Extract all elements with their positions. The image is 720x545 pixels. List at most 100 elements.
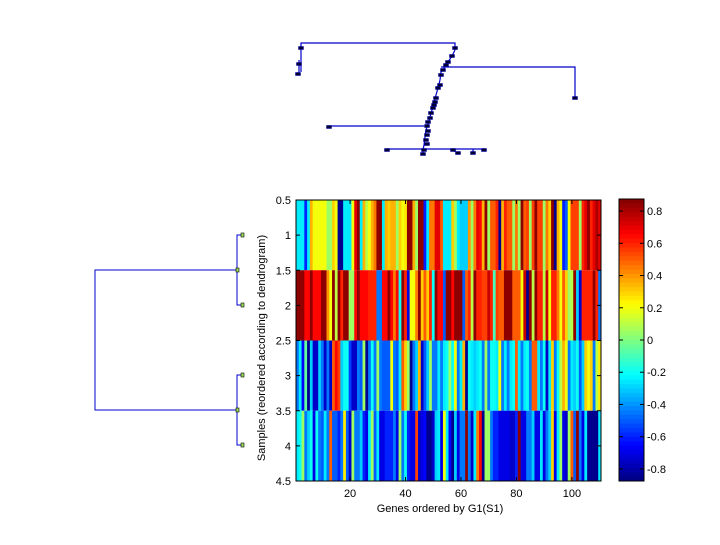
- heatmap-cell: [479, 340, 483, 411]
- heatmap-cell: [545, 410, 549, 481]
- heatmap-cell: [387, 200, 391, 271]
- y-tick-label: 2.5: [276, 336, 291, 348]
- heatmap-cell: [376, 200, 380, 271]
- heatmap-cell: [429, 200, 433, 271]
- heatmap-cell: [393, 340, 397, 411]
- heatmap-cell: [409, 340, 413, 411]
- heatmap-cell: [520, 200, 524, 271]
- gene-node-marker: [470, 151, 476, 155]
- heatmap-cell: [434, 270, 438, 341]
- heatmap-cell: [365, 410, 369, 481]
- heatmap-cell: [456, 410, 460, 481]
- heatmap-cell: [431, 200, 436, 271]
- y-tick-label: 1.5: [276, 265, 291, 277]
- heatmap-cell: [540, 200, 544, 271]
- heatmap-cell: [454, 410, 458, 481]
- heatmap-cell: [326, 340, 330, 411]
- colorbar-segment: [619, 357, 644, 363]
- colorbar-segment: [619, 410, 644, 416]
- heatmap-cell: [401, 340, 405, 411]
- heatmap-cell: [462, 410, 466, 481]
- heatmap-cell: [479, 270, 483, 341]
- heatmap-cell: [512, 410, 516, 481]
- heatmap-cell: [348, 200, 352, 271]
- heatmap-cell: [398, 200, 402, 271]
- heatmap-cell: [329, 340, 333, 411]
- heatmap-cell: [393, 270, 397, 341]
- heatmap-cell: [334, 340, 338, 411]
- heatmap-cell: [454, 200, 458, 271]
- colorbar-segment: [619, 265, 644, 270]
- colorbar-segment: [619, 348, 644, 354]
- colorbar-segment: [619, 432, 644, 438]
- heatmap-cell: [473, 270, 477, 341]
- heatmap-cell: [334, 270, 338, 341]
- heatmap-cell: [523, 270, 527, 341]
- heatmap-cell: [307, 200, 311, 271]
- heatmap-cell: [373, 270, 377, 341]
- heatmap-cell: [479, 410, 483, 481]
- heatmap-cell: [412, 340, 416, 411]
- gene-node-marker: [455, 151, 461, 155]
- heatmap-cell: [376, 410, 380, 481]
- heatmap-cell: [387, 410, 391, 481]
- colorbar-segment: [619, 291, 644, 297]
- heatmap-cell: [418, 200, 422, 271]
- heatmap-cell: [323, 410, 327, 481]
- y-tick-label: 4: [285, 441, 291, 453]
- heatmap-cell: [326, 270, 330, 341]
- heatmap-cell: [503, 270, 508, 341]
- heatmap-cell: [409, 270, 413, 341]
- heatmap-cell: [537, 410, 541, 481]
- heatmap-cell: [312, 270, 316, 341]
- heatmap-cell: [509, 200, 513, 271]
- heatmap-cell: [412, 270, 416, 341]
- heatmap-cell: [312, 340, 316, 411]
- heatmap-cell: [592, 340, 596, 411]
- heatmap-cell: [576, 410, 580, 481]
- heatmap-cell: [440, 410, 444, 481]
- heatmap-cell: [404, 410, 408, 481]
- sample-node-marker: [235, 407, 240, 413]
- heatmap-cell: [329, 200, 333, 271]
- heatmap-cell: [312, 200, 316, 271]
- heatmap-cell: [404, 200, 408, 271]
- heatmap-cell: [465, 410, 469, 481]
- heatmap-cell: [304, 340, 308, 411]
- heatmap-cell: [589, 410, 594, 481]
- heatmap-cell: [307, 410, 311, 481]
- heatmap-cell: [357, 270, 361, 341]
- heatmap-cell: [578, 410, 582, 481]
- heatmap-cell: [490, 340, 494, 411]
- heatmap-cell: [437, 340, 441, 411]
- heatmap-cell: [467, 270, 472, 341]
- heatmap-cell: [492, 410, 497, 481]
- colorbar-segment: [619, 472, 644, 478]
- colorbar-segment: [619, 295, 644, 301]
- heatmap-cell: [495, 340, 499, 411]
- gene-dendrogram-branch: [441, 66, 576, 98]
- heatmap-cell: [323, 200, 327, 271]
- heatmap-cell: [426, 340, 430, 411]
- heatmap-cell: [470, 270, 474, 341]
- colorbar-segment: [619, 282, 644, 288]
- heatmap-cell: [387, 340, 391, 411]
- heatmap-cell: [564, 410, 569, 481]
- heatmap-cell: [587, 200, 591, 271]
- heatmap-cell: [359, 270, 363, 341]
- heatmap-cell: [559, 270, 563, 341]
- heatmap-cell: [520, 270, 524, 341]
- heatmap-cell: [423, 270, 427, 341]
- heatmap-cell: [484, 200, 488, 271]
- heatmap-cell: [556, 200, 560, 271]
- heatmap-cell: [456, 270, 460, 341]
- heatmap-cell: [451, 270, 455, 341]
- heatmap-cell: [454, 270, 458, 341]
- colorbar-segment: [619, 392, 644, 398]
- heatmap-cell: [467, 410, 472, 481]
- colorbar-segment: [619, 379, 644, 385]
- heatmap-cell: [462, 340, 466, 411]
- heatmap-cell: [479, 200, 483, 271]
- heatmap-cell: [354, 410, 358, 481]
- heatmap-cell: [409, 410, 413, 481]
